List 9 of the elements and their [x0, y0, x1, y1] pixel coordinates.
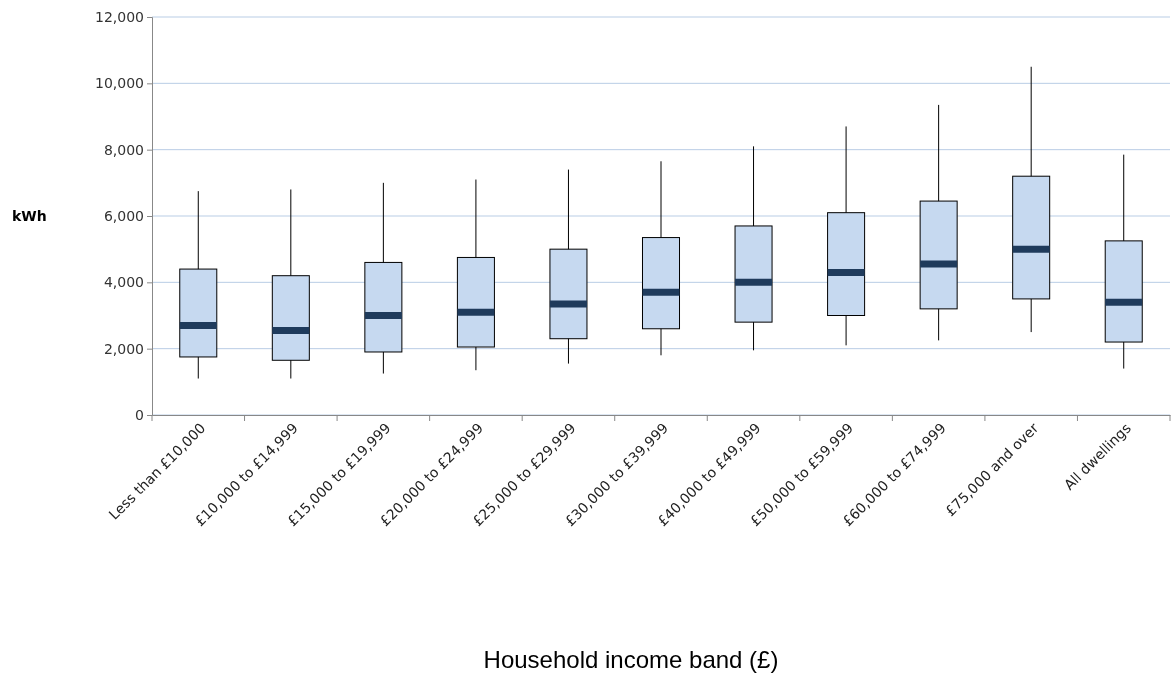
y-tick-label: 6,000 [103, 207, 144, 224]
x-axis-title: Household income band (£) [483, 646, 779, 673]
y-tick-label: 8,000 [103, 141, 144, 158]
y-tick-label: 0 [135, 406, 144, 423]
y-tick-label: 12,000 [95, 8, 144, 25]
y-tick-label: 2,000 [103, 340, 144, 357]
y-tick-label: 4,000 [103, 274, 144, 291]
y-axis-title: kWh [12, 208, 47, 224]
y-tick-label: 10,000 [95, 75, 144, 92]
